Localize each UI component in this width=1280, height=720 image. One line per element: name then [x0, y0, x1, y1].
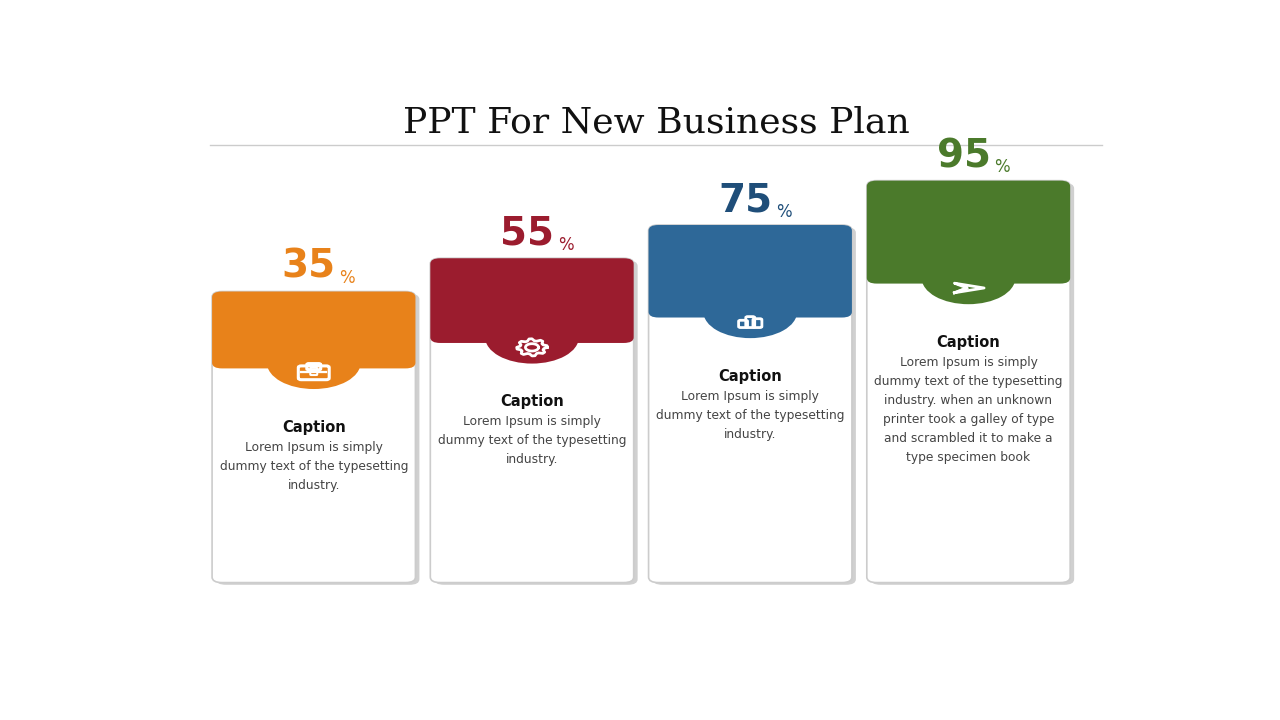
Text: 35: 35: [282, 248, 335, 286]
Text: %: %: [339, 269, 355, 287]
FancyBboxPatch shape: [430, 258, 634, 343]
Text: Caption: Caption: [718, 369, 782, 384]
FancyBboxPatch shape: [653, 228, 856, 585]
FancyBboxPatch shape: [212, 292, 416, 582]
Text: Caption: Caption: [937, 335, 1001, 350]
Text: Caption: Caption: [282, 420, 346, 434]
FancyBboxPatch shape: [430, 258, 634, 582]
Text: Caption: Caption: [500, 394, 564, 409]
Bar: [699, 283, 803, 312]
FancyBboxPatch shape: [434, 261, 637, 585]
Text: Lorem Ipsum is simply
dummy text of the typesetting
industry.: Lorem Ipsum is simply dummy text of the …: [438, 415, 626, 466]
Text: %: %: [558, 236, 573, 254]
Bar: [658, 275, 842, 312]
FancyBboxPatch shape: [212, 292, 416, 369]
Text: %: %: [776, 202, 791, 220]
Bar: [877, 237, 1060, 278]
Text: PPT For New Business Plan: PPT For New Business Plan: [403, 106, 909, 140]
FancyBboxPatch shape: [649, 225, 852, 318]
Bar: [221, 333, 406, 363]
Circle shape: [704, 286, 797, 338]
Text: %: %: [995, 158, 1010, 176]
Bar: [916, 249, 1020, 278]
FancyBboxPatch shape: [867, 181, 1070, 284]
Circle shape: [922, 252, 1015, 304]
Text: 95: 95: [937, 137, 991, 175]
Bar: [480, 308, 584, 338]
Text: 55: 55: [500, 215, 554, 253]
Text: 75: 75: [718, 181, 772, 220]
Circle shape: [485, 311, 579, 364]
Text: Lorem Ipsum is simply
dummy text of the typesetting
industry. when an unknown
pr: Lorem Ipsum is simply dummy text of the …: [874, 356, 1062, 464]
Bar: [262, 334, 366, 363]
FancyBboxPatch shape: [870, 183, 1074, 585]
Text: Lorem Ipsum is simply
dummy text of the typesetting
industry.: Lorem Ipsum is simply dummy text of the …: [655, 390, 845, 441]
Bar: [440, 305, 623, 338]
Text: Lorem Ipsum is simply
dummy text of the typesetting
industry.: Lorem Ipsum is simply dummy text of the …: [219, 441, 408, 492]
FancyBboxPatch shape: [867, 181, 1070, 582]
FancyBboxPatch shape: [216, 294, 420, 585]
FancyBboxPatch shape: [649, 225, 852, 582]
Circle shape: [268, 337, 361, 389]
